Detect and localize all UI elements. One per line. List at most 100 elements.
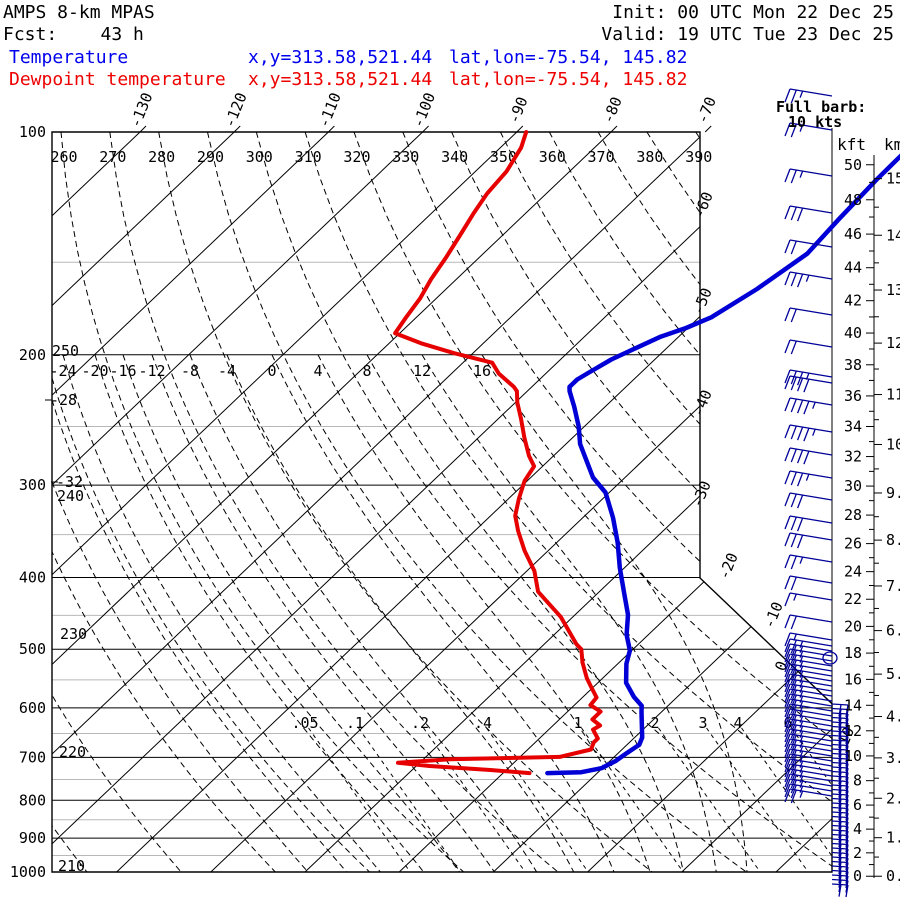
dewpoint-curve xyxy=(393,130,603,776)
svg-text:-120: -120 xyxy=(220,90,250,130)
temperature-legend-latlon: lat,lon=-75.54, 145.82 xyxy=(449,47,688,68)
svg-text:800: 800 xyxy=(19,791,46,809)
svg-text:240: 240 xyxy=(57,487,84,505)
svg-text:18: 18 xyxy=(844,644,862,662)
svg-text:-4: -4 xyxy=(218,362,236,380)
isotherms xyxy=(52,132,832,872)
model-title: AMPS 8-km MPAS xyxy=(3,2,155,23)
svg-text:.05: .05 xyxy=(291,714,318,732)
svg-text:8: 8 xyxy=(853,772,862,790)
svg-text:15.: 15. xyxy=(886,170,900,188)
wind-barbs xyxy=(784,88,849,898)
svg-text:500: 500 xyxy=(19,640,46,658)
svg-text:230: 230 xyxy=(60,625,87,643)
svg-text:10 kts: 10 kts xyxy=(788,113,842,131)
svg-text:10: 10 xyxy=(844,747,862,765)
svg-text:22: 22 xyxy=(844,590,862,608)
svg-text:100: 100 xyxy=(19,123,46,141)
svg-text:44: 44 xyxy=(844,259,862,277)
svg-text:600: 600 xyxy=(19,699,46,717)
pseudoadiabats xyxy=(52,354,749,872)
temperature-curve xyxy=(545,153,900,776)
svg-text:200: 200 xyxy=(19,346,46,364)
svg-text:4: 4 xyxy=(313,362,322,380)
svg-text:Full barb:: Full barb: xyxy=(776,98,866,116)
svg-text:-20: -20 xyxy=(715,550,742,582)
height-axis: kft km02468101214161820222426283032343638… xyxy=(837,135,900,885)
svg-text:2: 2 xyxy=(853,844,862,862)
svg-text:-130: -130 xyxy=(126,90,156,130)
svg-text:40: 40 xyxy=(844,324,862,342)
svg-text:0.: 0. xyxy=(886,867,900,885)
svg-text:20: 20 xyxy=(844,617,862,635)
svg-text:250: 250 xyxy=(52,342,79,360)
svg-text:4.: 4. xyxy=(886,708,900,726)
pressure-lines xyxy=(52,131,832,873)
svg-text:300: 300 xyxy=(246,148,273,166)
svg-text:36: 36 xyxy=(844,387,862,405)
svg-text:-10: -10 xyxy=(760,599,787,631)
svg-text:12.: 12. xyxy=(886,334,900,352)
svg-text:-32: -32 xyxy=(56,473,83,491)
temperature-legend-xy: x,y=313.58,521.44 xyxy=(248,47,433,68)
svg-text:340: 340 xyxy=(441,148,468,166)
svg-text:380: 380 xyxy=(636,148,663,166)
dewpoint-legend-latlon: lat,lon=-75.54, 145.82 xyxy=(449,69,688,90)
svg-text:4: 4 xyxy=(733,714,742,732)
svg-text:300: 300 xyxy=(19,476,46,494)
svg-text:270: 270 xyxy=(99,148,126,166)
svg-text:.4: .4 xyxy=(474,714,492,732)
svg-text:4: 4 xyxy=(853,820,862,838)
svg-text:-90: -90 xyxy=(505,94,532,126)
svg-text:5.: 5. xyxy=(886,665,900,683)
svg-text:11.: 11. xyxy=(886,386,900,404)
svg-text:-50: -50 xyxy=(689,285,716,317)
svg-text:12: 12 xyxy=(413,362,431,380)
svg-text:2: 2 xyxy=(650,714,659,732)
init-time: Init: 00 UTC Mon 22 Dec 25 xyxy=(612,2,894,23)
svg-text:-28: -28 xyxy=(50,391,77,409)
svg-text:260: 260 xyxy=(50,148,77,166)
svg-text:900: 900 xyxy=(19,829,46,847)
svg-text:28: 28 xyxy=(844,506,862,524)
svg-text:42: 42 xyxy=(844,292,862,310)
svg-text:0: 0 xyxy=(267,362,276,380)
svg-text:8.: 8. xyxy=(886,531,900,549)
svg-text:-8: -8 xyxy=(181,362,199,380)
svg-text:-16: -16 xyxy=(109,362,136,380)
svg-text:1: 1 xyxy=(573,714,582,732)
svg-text:24: 24 xyxy=(844,563,862,581)
svg-text:26: 26 xyxy=(844,535,862,553)
svg-text:-100: -100 xyxy=(409,90,439,130)
svg-text:400: 400 xyxy=(19,569,46,587)
svg-text:-30: -30 xyxy=(688,478,715,510)
svg-text:-20: -20 xyxy=(81,362,108,380)
svg-text:16: 16 xyxy=(473,362,491,380)
svg-text:.2: .2 xyxy=(411,714,429,732)
calm-circle xyxy=(822,651,838,665)
svg-text:7.: 7. xyxy=(886,577,900,595)
svg-text:-60: -60 xyxy=(690,189,717,221)
dewpoint-legend-label: Dewpoint temperature xyxy=(9,69,226,90)
svg-text:1000: 1000 xyxy=(10,863,46,881)
svg-text:3.: 3. xyxy=(886,749,900,767)
svg-text:34: 34 xyxy=(844,418,862,436)
svg-text:-24: -24 xyxy=(49,362,76,380)
dry-adiabats xyxy=(52,132,832,872)
svg-text:330: 330 xyxy=(392,148,419,166)
svg-text:9.: 9. xyxy=(886,484,900,502)
svg-text:1.: 1. xyxy=(886,829,900,847)
svg-text:220: 220 xyxy=(59,743,86,761)
svg-text:-80: -80 xyxy=(599,94,626,126)
svg-text:2.: 2. xyxy=(886,789,900,807)
svg-text:14: 14 xyxy=(844,696,862,714)
svg-text:290: 290 xyxy=(197,148,224,166)
forecast-hour: Fcst: 43 h xyxy=(3,24,144,45)
svg-text:210: 210 xyxy=(58,857,85,875)
svg-text:390: 390 xyxy=(685,148,712,166)
svg-text:km: km xyxy=(884,135,900,154)
svg-text:.1: .1 xyxy=(346,714,364,732)
